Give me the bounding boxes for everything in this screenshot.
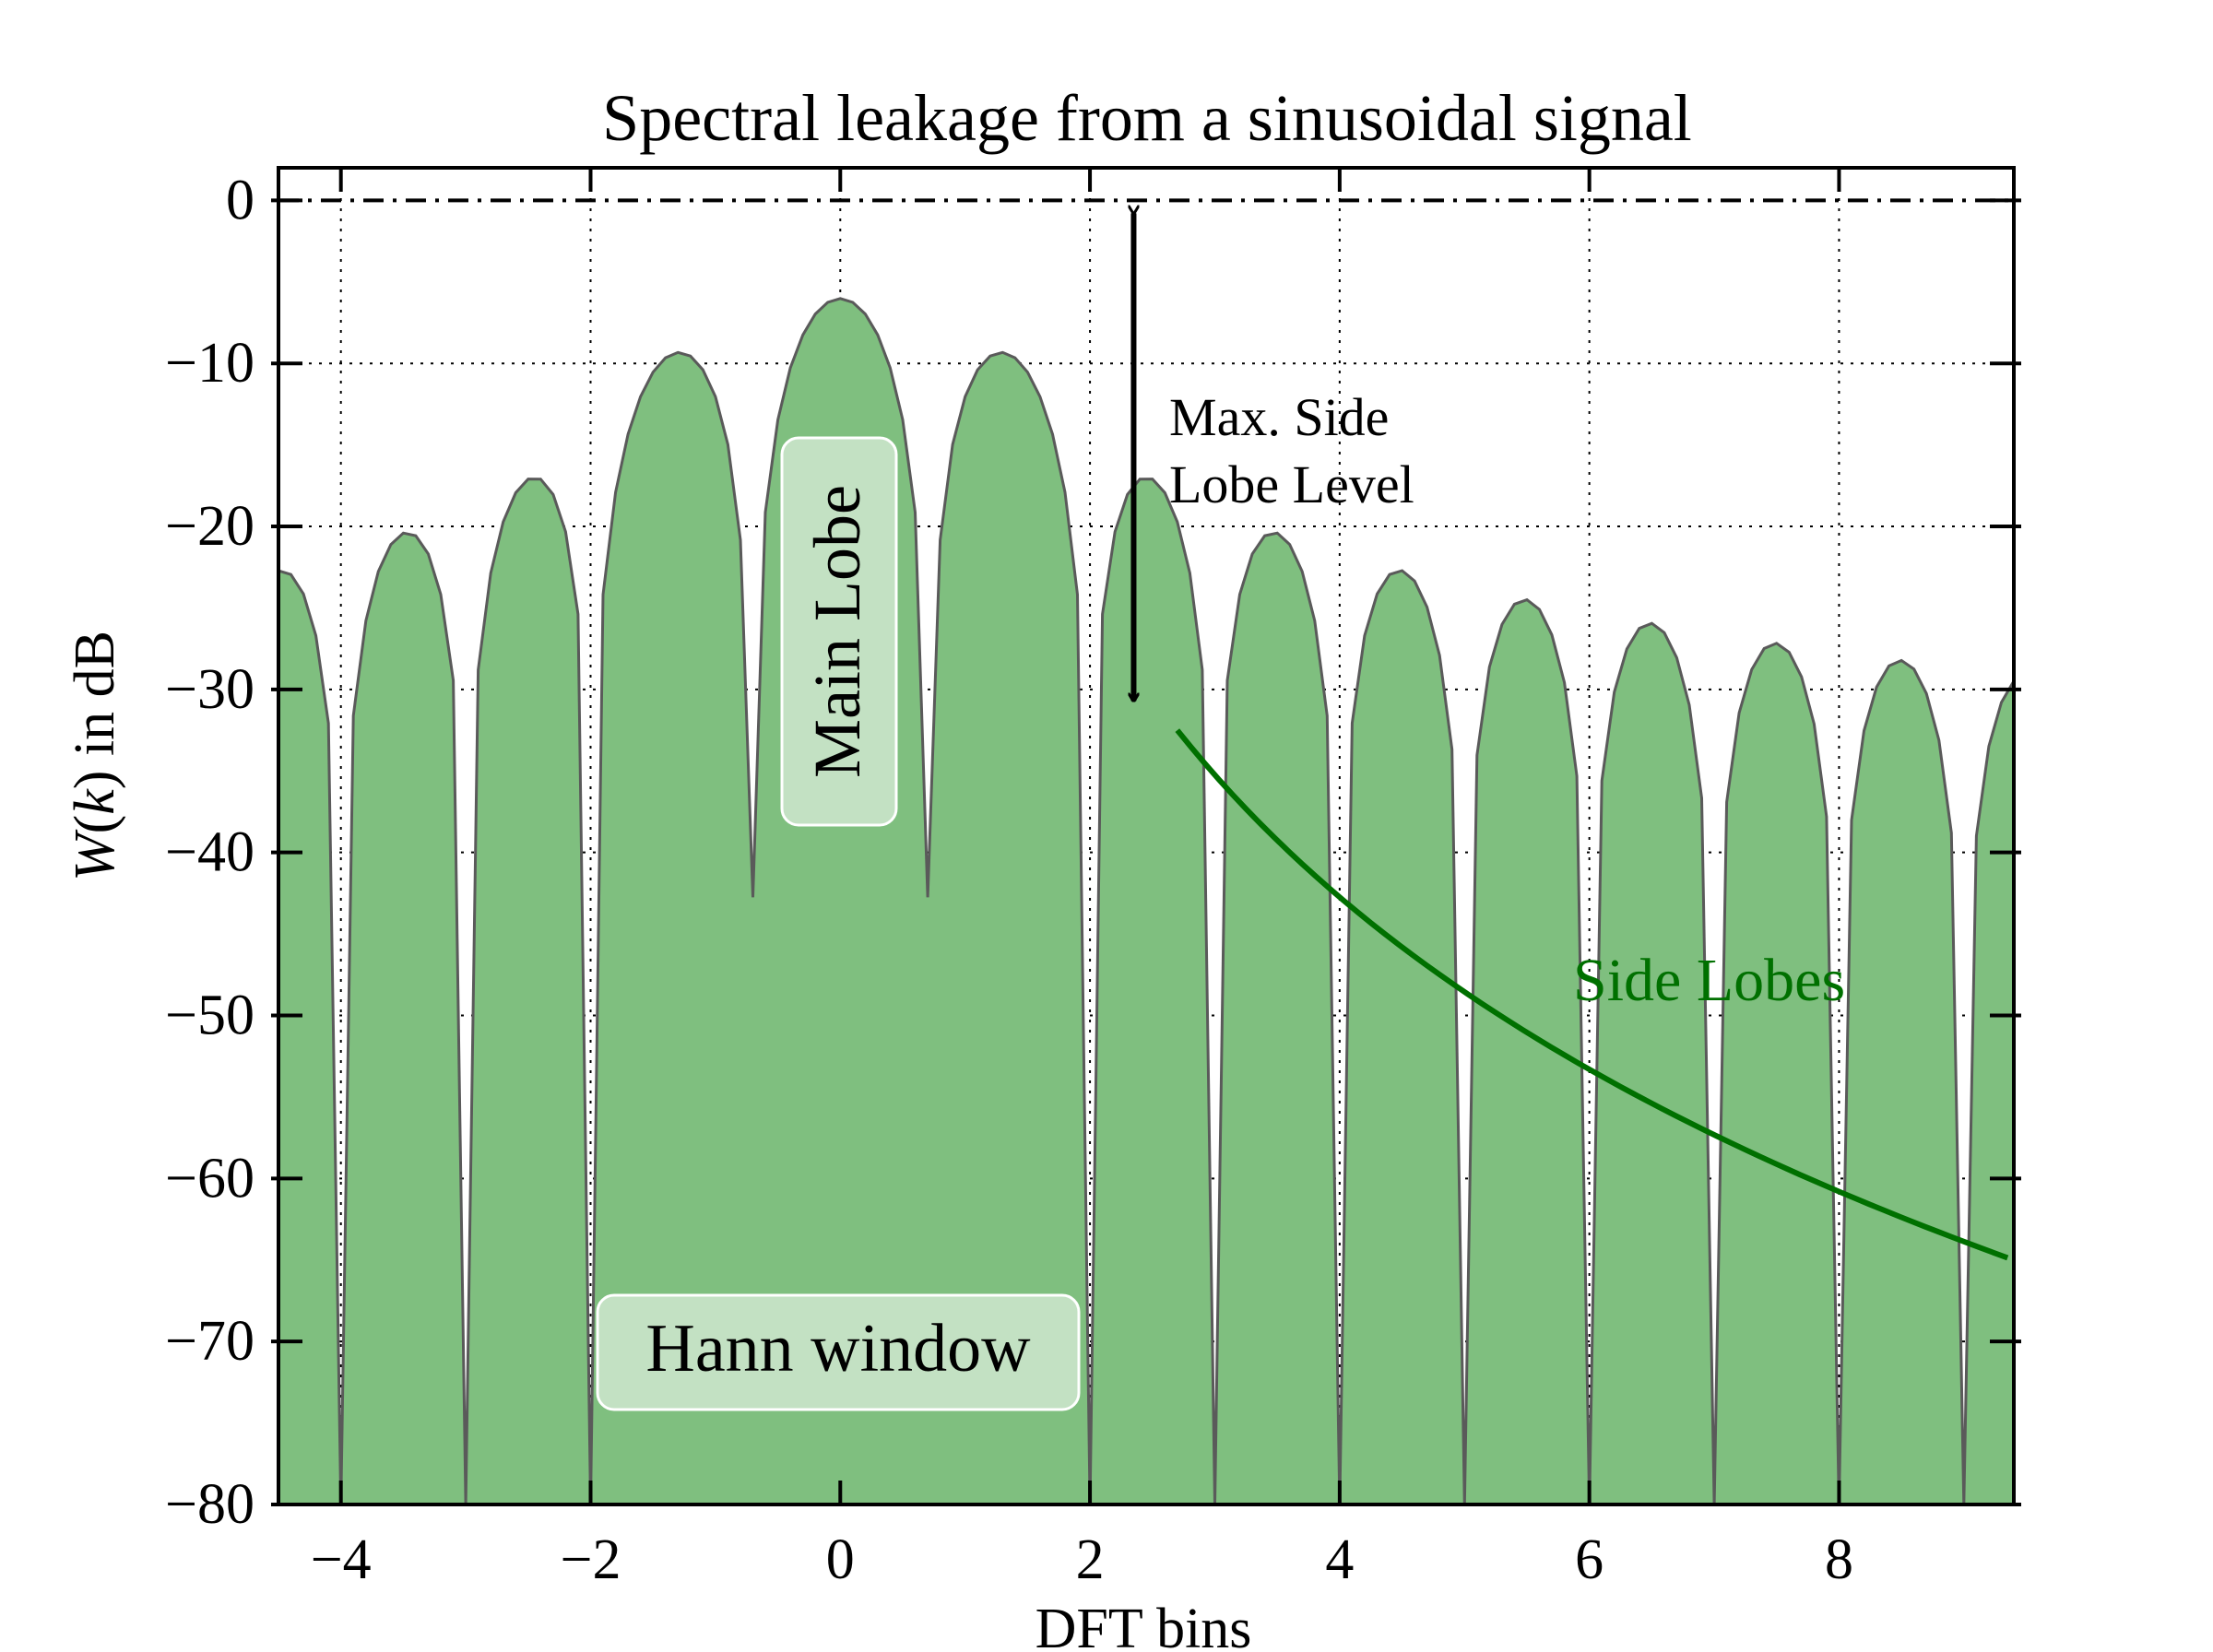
axis-ticks xyxy=(271,168,2021,1506)
plot-frame xyxy=(277,166,2016,1506)
window-legend-text: Hann window xyxy=(645,1311,1031,1386)
x-tick-label: −2 xyxy=(561,1528,621,1591)
x-tick-label: 2 xyxy=(1076,1528,1105,1591)
x-tick-labels: −4 −2 0 2 4 6 8 xyxy=(311,1528,1853,1591)
y-tick-label: 0 xyxy=(226,169,254,231)
y-axis-label-unit: in dB xyxy=(64,631,126,756)
y-tick-label: −40 xyxy=(165,821,254,884)
y-tick-label: −50 xyxy=(165,985,254,1047)
max-side-lobe-label: Max. Side Lobe Level xyxy=(1169,387,1414,514)
x-tick-label: 4 xyxy=(1325,1528,1354,1591)
y-tick-labels: 0 −10 −20 −30 −40 −50 −60 −70 −80 xyxy=(165,169,254,1536)
max-side-lobe-label-line-1: Max. Side xyxy=(1169,387,1389,447)
hann-window-area xyxy=(278,298,2014,1504)
y-tick-label: −20 xyxy=(165,495,254,558)
y-axis-label-function: W xyxy=(64,829,126,881)
x-tick-label: 6 xyxy=(1575,1528,1604,1591)
y-axis-label: W(k) in dB xyxy=(64,631,126,881)
x-tick-label: −4 xyxy=(311,1528,372,1591)
x-tick-label: 8 xyxy=(1825,1528,1853,1591)
hann-window-line xyxy=(278,297,2014,1504)
y-axis-label-argument: k xyxy=(64,788,126,815)
main-lobe-label: Main Lobe xyxy=(780,436,898,827)
y-tick-label: −80 xyxy=(165,1473,254,1536)
main-lobe-label-text: Main Lobe xyxy=(800,485,874,778)
window-legend-box xyxy=(596,1293,1081,1411)
x-tick-label: 0 xyxy=(826,1528,855,1591)
data-area-layer xyxy=(278,297,2014,1504)
max-side-lobe-label-line-2: Lobe Level xyxy=(1169,454,1414,514)
window-legend: Hann window xyxy=(596,1293,1081,1411)
y-tick-label: −60 xyxy=(165,1147,254,1210)
chart-title: Spectral leakage from a sinusoidal signa… xyxy=(602,81,1692,155)
side-lobes-label: Side Lobes xyxy=(1573,947,1845,1014)
y-tick-label: −10 xyxy=(165,332,254,395)
y-tick-label: −70 xyxy=(165,1310,254,1373)
side-lobe-envelope xyxy=(1175,728,2009,1261)
x-axis-label: DFT bins xyxy=(1035,1598,1252,1652)
main-lobe-label-box xyxy=(780,436,898,827)
y-tick-label: −30 xyxy=(165,658,254,721)
plot-area: Max. Side Lobe Level Side Lobes Main Lob… xyxy=(271,166,2021,1506)
annotations: Max. Side Lobe Level Side Lobes Main Lob… xyxy=(596,213,2009,1411)
